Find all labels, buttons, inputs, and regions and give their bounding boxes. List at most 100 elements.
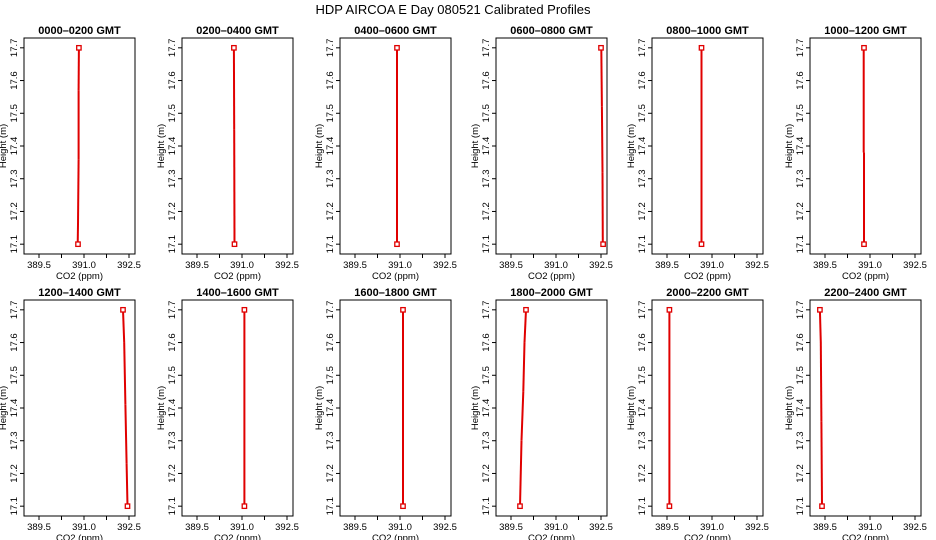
panel-title: 0200–0400 GMT bbox=[196, 25, 279, 37]
y-tick-label: 17.2 bbox=[167, 202, 178, 221]
y-axis-label: Height (m) bbox=[314, 386, 325, 430]
y-tick-label: 17.4 bbox=[9, 137, 20, 156]
y-tick-label: 17.6 bbox=[9, 333, 20, 352]
y-tick-label: 17.2 bbox=[325, 202, 336, 221]
panel-9: 1800–2000 GMT 389.5 391.0 392.5 17.1 17.2 17.3… bbox=[470, 287, 613, 540]
x-axis-label: CO2 (ppm) bbox=[56, 271, 103, 282]
y-tick-label: 17.2 bbox=[481, 202, 492, 221]
y-tick-label: 17.1 bbox=[637, 497, 648, 516]
y-tick-label: 17.4 bbox=[167, 399, 178, 418]
x-tick-label: 391.0 bbox=[230, 522, 254, 533]
panel-3: 0600–0800 GMT 389.5 391.0 392.5 17.1 17.2 17.3… bbox=[470, 25, 613, 282]
x-axis-label: CO2 (ppm) bbox=[214, 533, 261, 540]
y-tick-label: 17.6 bbox=[325, 71, 336, 90]
y-tick-label: 17.7 bbox=[9, 301, 20, 320]
plot-frame bbox=[181, 37, 294, 255]
panel-1: 0200–0400 GMT 389.5 391.0 392.5 17.1 17.2 17.3… bbox=[156, 25, 299, 282]
y-tick-label: 17.6 bbox=[481, 333, 492, 352]
x-tick-label: 389.5 bbox=[27, 522, 51, 533]
profile-point bbox=[600, 241, 606, 248]
panel-title: 0000–0200 GMT bbox=[38, 25, 121, 37]
profile-point bbox=[861, 241, 867, 248]
profile-segment bbox=[520, 391, 525, 441]
y-tick-label: 17.5 bbox=[795, 104, 806, 123]
y-tick-label: 17.5 bbox=[481, 366, 492, 385]
y-tick-label: 17.2 bbox=[325, 464, 336, 483]
figure-title: HDP AIRCOA E Day 080521 Calibrated Profi… bbox=[315, 2, 591, 17]
x-axis-label: CO2 (ppm) bbox=[528, 271, 575, 282]
y-tick-label: 17.4 bbox=[795, 137, 806, 156]
y-tick-label: 17.1 bbox=[167, 235, 178, 254]
x-tick-label: 392.5 bbox=[433, 522, 457, 533]
profile-point bbox=[400, 306, 406, 313]
profile-point bbox=[666, 503, 673, 510]
x-tick-label: 389.5 bbox=[499, 522, 523, 533]
panel-title: 1600–1800 GMT bbox=[354, 287, 437, 299]
y-tick-label: 17.3 bbox=[481, 431, 492, 450]
y-tick-label: 17.4 bbox=[637, 137, 648, 156]
y-tick-label: 17.2 bbox=[9, 464, 20, 483]
profile-point bbox=[861, 44, 867, 51]
y-tick-label: 17.5 bbox=[637, 366, 648, 385]
x-tick-label: 389.5 bbox=[343, 522, 367, 533]
profile-point bbox=[231, 241, 238, 248]
y-tick-label: 17.1 bbox=[9, 235, 20, 254]
x-tick-label: 391.0 bbox=[388, 260, 412, 271]
profile-point bbox=[523, 306, 529, 313]
x-axis-label: CO2 (ppm) bbox=[684, 271, 731, 282]
y-axis-label: Height (m) bbox=[626, 386, 637, 430]
y-tick-label: 17.1 bbox=[9, 497, 20, 516]
x-tick-label: 392.5 bbox=[589, 522, 613, 533]
y-tick-label: 17.4 bbox=[325, 137, 336, 156]
y-tick-label: 17.5 bbox=[481, 104, 492, 123]
profile-segment bbox=[123, 342, 127, 405]
profile-point bbox=[819, 503, 825, 510]
y-tick-label: 17.7 bbox=[795, 39, 806, 58]
x-tick-label: 389.5 bbox=[813, 522, 837, 533]
y-axis-label: Height (m) bbox=[470, 124, 481, 168]
y-tick-label: 17.2 bbox=[637, 464, 648, 483]
plot-frame bbox=[651, 37, 764, 255]
y-tick-label: 17.5 bbox=[637, 104, 648, 123]
y-tick-label: 17.7 bbox=[325, 39, 336, 58]
y-tick-label: 17.2 bbox=[167, 464, 178, 483]
y-tick-label: 17.2 bbox=[481, 464, 492, 483]
y-tick-label: 17.7 bbox=[637, 39, 648, 58]
y-tick-label: 17.3 bbox=[325, 431, 336, 450]
x-tick-label: 389.5 bbox=[655, 260, 679, 271]
x-tick-label: 392.5 bbox=[117, 260, 141, 271]
y-tick-label: 17.6 bbox=[795, 333, 806, 352]
profile-segment bbox=[818, 309, 822, 343]
y-axis-label: Height (m) bbox=[0, 124, 9, 168]
y-tick-label: 17.1 bbox=[325, 497, 336, 516]
plot-frame bbox=[809, 37, 922, 255]
y-tick-label: 17.6 bbox=[325, 333, 336, 352]
plot-frame bbox=[339, 299, 452, 517]
panel-title: 1800–2000 GMT bbox=[510, 287, 593, 299]
panel-title: 1400–1600 GMT bbox=[196, 287, 279, 299]
y-tick-label: 17.2 bbox=[795, 464, 806, 483]
y-tick-label: 17.4 bbox=[481, 399, 492, 418]
profile-point bbox=[241, 503, 248, 510]
y-tick-label: 17.4 bbox=[167, 137, 178, 156]
panel-2: 0400–0600 GMT 389.5 391.0 392.5 17.1 17.2 17.3… bbox=[314, 25, 457, 282]
plot-frame bbox=[181, 299, 294, 517]
panel-4: 0800–1000 GMT 389.5 391.0 392.5 17.1 17.2 17.3… bbox=[626, 25, 769, 282]
y-tick-label: 17.1 bbox=[481, 497, 492, 516]
x-tick-label: 391.0 bbox=[72, 522, 96, 533]
profile-point bbox=[666, 306, 673, 313]
y-tick-label: 17.6 bbox=[637, 333, 648, 352]
y-tick-label: 17.6 bbox=[9, 71, 20, 90]
x-axis-label: CO2 (ppm) bbox=[56, 533, 103, 540]
profile-segment bbox=[819, 342, 823, 422]
x-tick-label: 391.0 bbox=[858, 522, 882, 533]
y-axis-label: Height (m) bbox=[470, 386, 481, 430]
y-tick-label: 17.3 bbox=[167, 431, 178, 450]
x-axis-label: CO2 (ppm) bbox=[684, 533, 731, 540]
profile-point bbox=[817, 306, 823, 313]
plot-frame bbox=[339, 37, 452, 255]
y-tick-label: 17.4 bbox=[637, 399, 648, 418]
x-tick-label: 391.0 bbox=[544, 260, 568, 271]
y-tick-label: 17.1 bbox=[795, 497, 806, 516]
y-tick-label: 17.5 bbox=[167, 366, 178, 385]
